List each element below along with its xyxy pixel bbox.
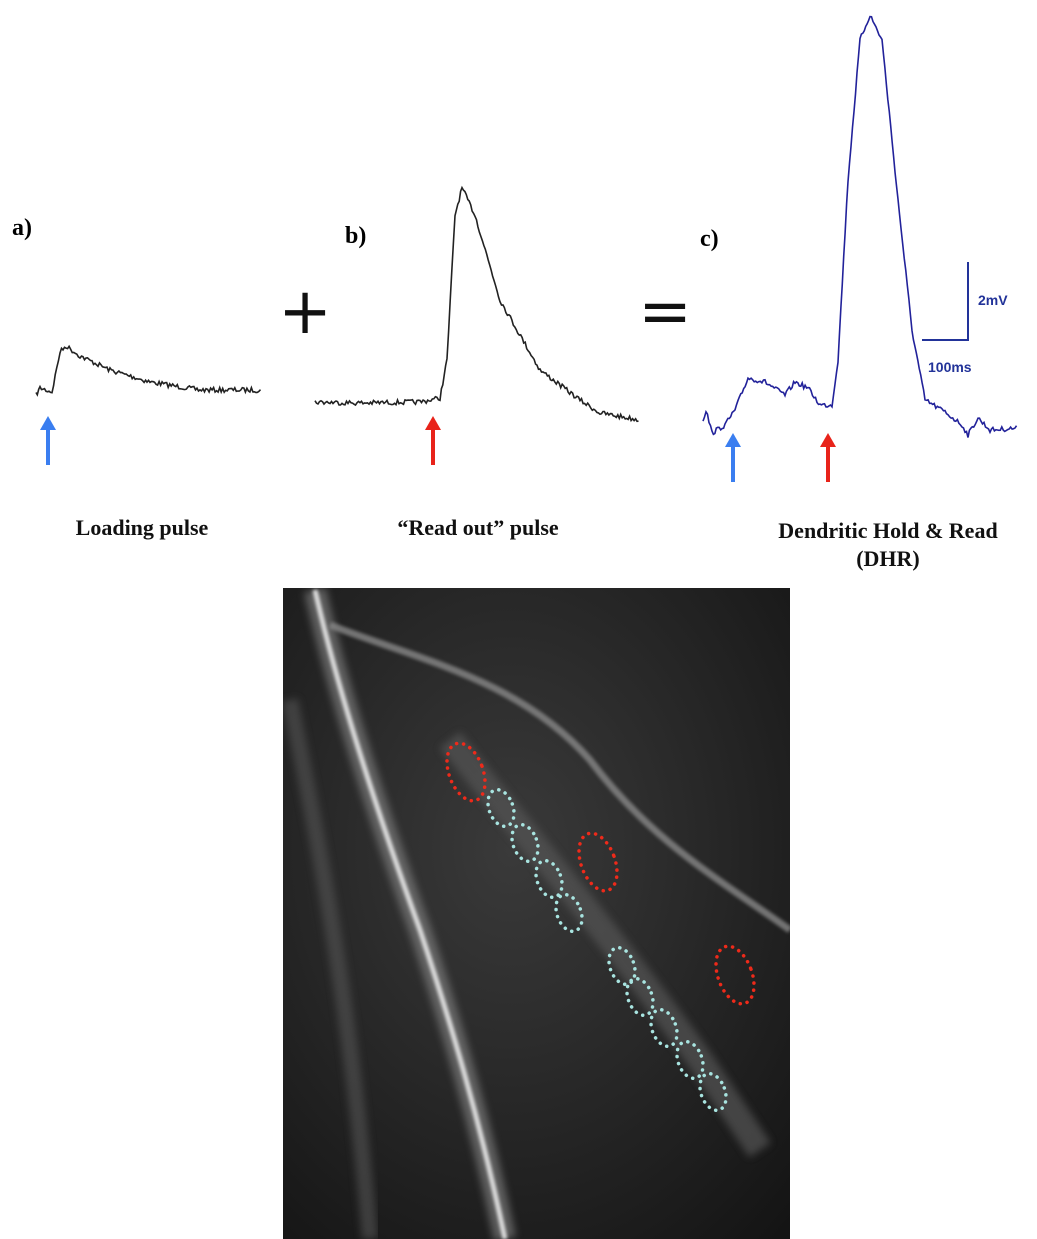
equals-sign: = bbox=[638, 275, 692, 349]
roi bbox=[607, 945, 637, 987]
micrograph bbox=[283, 588, 790, 1239]
trace bbox=[702, 15, 1018, 438]
scale-voltage: 2mV bbox=[978, 292, 1008, 308]
traces bbox=[35, 15, 1018, 438]
panel-label: c) bbox=[700, 226, 719, 252]
roi bbox=[577, 831, 619, 893]
roi bbox=[554, 892, 584, 934]
scale-bar: 2mV 100ms bbox=[922, 262, 1008, 375]
panel-label: b) bbox=[345, 223, 366, 249]
scale-time: 100ms bbox=[928, 359, 972, 375]
roi bbox=[445, 741, 487, 803]
caption: Loading pulse bbox=[76, 515, 209, 540]
arrows bbox=[40, 416, 836, 482]
caption: (DHR) bbox=[856, 546, 920, 571]
roi bbox=[714, 944, 756, 1006]
caption: Dendritic Hold & Read bbox=[778, 518, 997, 543]
roi bbox=[675, 1039, 705, 1081]
roi bbox=[698, 1071, 728, 1113]
caption: “Read out” pulse bbox=[397, 515, 559, 540]
trace bbox=[35, 344, 262, 397]
trace bbox=[314, 185, 639, 423]
roi bbox=[649, 1007, 679, 1049]
roi bbox=[625, 976, 655, 1018]
roi bbox=[486, 787, 516, 829]
panel-label: a) bbox=[12, 215, 32, 241]
roi bbox=[534, 858, 564, 900]
roi bbox=[510, 822, 540, 864]
plus-sign: + bbox=[278, 275, 332, 349]
